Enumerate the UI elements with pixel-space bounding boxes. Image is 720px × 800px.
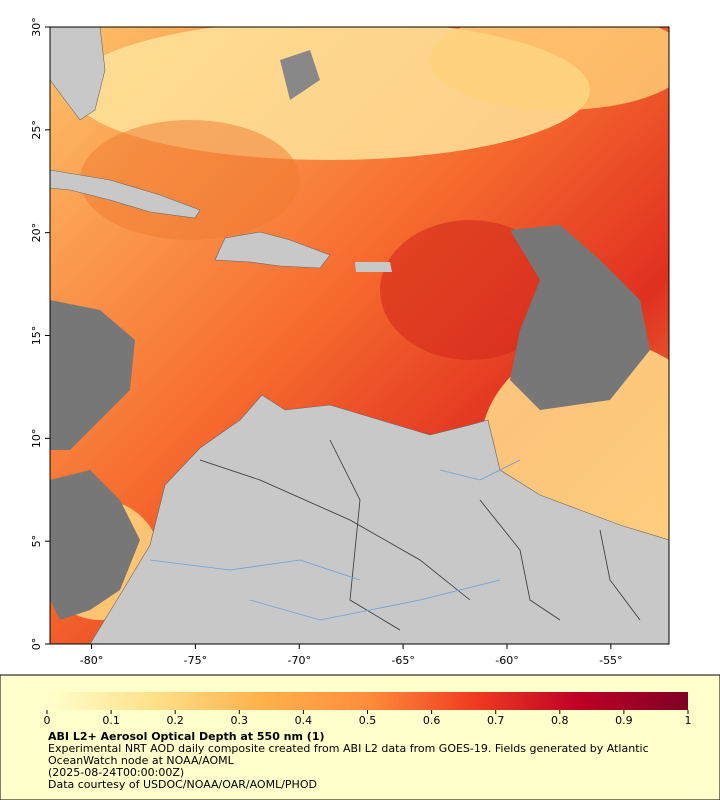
x-tick-label: -70°	[288, 654, 311, 667]
map-image	[50, 27, 669, 644]
y-tick-label: 20°	[30, 223, 43, 243]
colorbar-tick-label: 0.4	[295, 714, 313, 727]
legend-credit: Data courtesy of USDOC/NOAA/OAR/AOML/PHO…	[48, 778, 317, 791]
x-tick-label: -60°	[495, 654, 518, 667]
y-tick-label: 30°	[30, 17, 43, 37]
legend-title: ABI L2+ Aerosol Optical Depth at 550 nm …	[48, 730, 325, 743]
colorbar-tick-label: 1	[685, 714, 692, 727]
y-tick-label: 5°	[30, 535, 43, 548]
x-tick-label: -55°	[599, 654, 622, 667]
legend-text: ABI L2+ Aerosol Optical Depth at 550 nm …	[48, 731, 678, 791]
colorbar	[47, 692, 688, 710]
x-tick-label: -80°	[80, 654, 103, 667]
x-tick-label: -75°	[184, 654, 207, 667]
legend-time: (2025-08-24T00:00:00Z)	[48, 766, 185, 779]
colorbar-tick-label: 0.2	[166, 714, 184, 727]
colorbar-tick-label: 0.3	[231, 714, 249, 727]
y-tick-label: 25°	[30, 120, 43, 140]
colorbar-tick-label: 0.1	[102, 714, 120, 727]
colorbar-tick-label: 0	[44, 714, 51, 727]
colorbar-tick-label: 0.9	[615, 714, 633, 727]
colorbar-tick-label: 0.6	[423, 714, 441, 727]
y-tick-label: 10°	[30, 429, 43, 449]
colorbar-tick-label: 0.8	[551, 714, 569, 727]
y-tick-label: 15°	[30, 326, 43, 346]
legend-description: Experimental NRT AOD daily composite cre…	[48, 742, 649, 767]
x-tick-label: -65°	[391, 654, 414, 667]
colorbar-tick-label: 0.7	[487, 714, 505, 727]
colorbar-tick-label: 0.5	[359, 714, 377, 727]
y-tick-label: 0°	[30, 638, 43, 651]
